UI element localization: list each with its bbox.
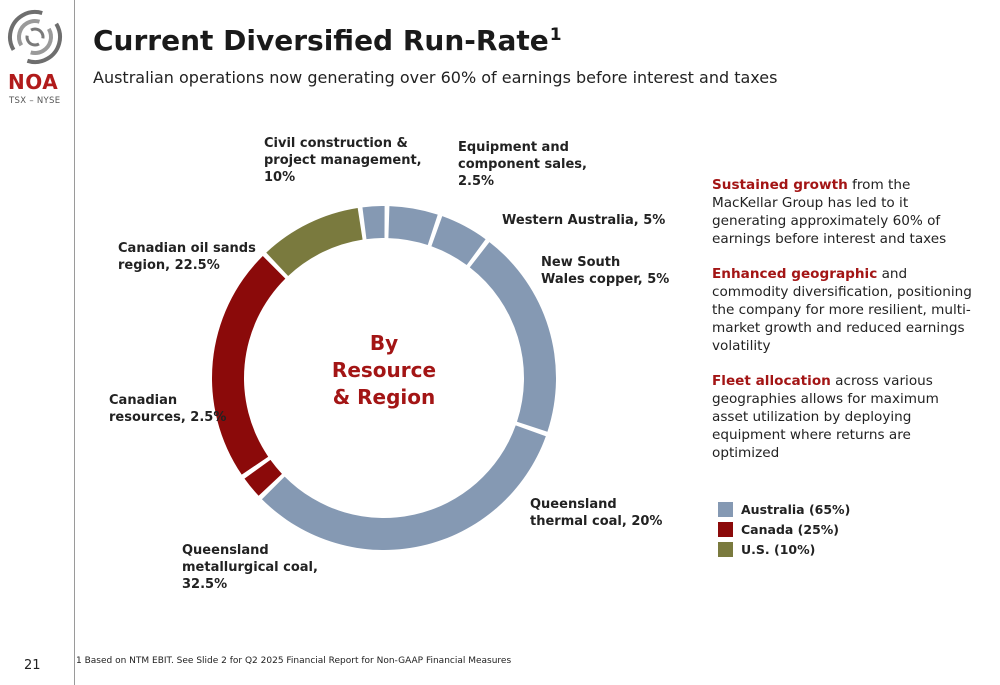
key-point-text: from the MacKellar Group has led to it g… <box>712 177 947 247</box>
center-label-line: By <box>370 331 398 355</box>
page-number: 21 <box>24 658 41 673</box>
slice-labels: Equipment and component sales, 2.5% Western… <box>109 136 669 592</box>
slice-label: New South Wales copper, 5% <box>541 255 669 287</box>
legend-label: U.S. (10%) <box>741 541 816 557</box>
donut-slice <box>469 242 556 432</box>
sidebar: NOA TSX – NYSE 21 <box>0 0 75 685</box>
noa-logo-icon <box>7 9 62 64</box>
key-point-lead: Sustained growth <box>712 177 848 193</box>
key-point: Sustained growth from the MacKellar Grou… <box>712 176 977 248</box>
slice-label: Equipment and component sales, 2.5% <box>458 140 587 189</box>
slice-label: Queensland thermal coal, 20% <box>530 497 662 529</box>
page-title-text: Current Diversified Run-Rate <box>93 24 549 57</box>
slice-label: Civil construction & project management, 1… <box>264 136 422 185</box>
donut-slice <box>362 206 385 240</box>
sidebar-divider <box>74 0 75 685</box>
legend-swatch <box>718 541 733 557</box>
donut-slice <box>261 425 546 550</box>
ticker-label: TSX – NYSE <box>9 96 61 106</box>
donut-center-label: By Resource & Region <box>332 331 436 409</box>
donut-slice <box>431 216 486 266</box>
legend-swatch <box>718 501 733 517</box>
logo-text: NOA <box>8 70 59 94</box>
center-label-line: & Region <box>333 385 436 409</box>
slice-label: Canadian oil sands region, 22.5% <box>118 241 256 273</box>
legend-label: Australia (65%) <box>741 501 851 517</box>
donut-slice <box>212 255 286 475</box>
key-point-lead: Fleet allocation <box>712 373 831 389</box>
donut-slices <box>212 206 556 550</box>
footnote: 1 Based on NTM EBIT. See Slide 2 for Q2 … <box>76 656 512 666</box>
donut-slice <box>388 206 438 246</box>
donut-slice <box>244 459 282 496</box>
center-label-line: Resource <box>332 358 436 382</box>
legend-item-us: U.S. (10%) <box>718 539 850 559</box>
slice-label: Canadian resources, 2.5% <box>109 393 226 425</box>
key-points: Sustained growth from the MacKellar Grou… <box>712 176 977 479</box>
title-footnote-mark: 1 <box>549 25 562 45</box>
key-point-text: across various geographies allows for ma… <box>712 373 939 461</box>
key-point-text: and commodity diversification, positioni… <box>712 266 972 354</box>
slice-label: Western Australia, 5% <box>502 213 665 228</box>
page-subtitle: Australian operations now generating ove… <box>93 68 778 87</box>
slice-label: Queensland metallurgical coal, 32.5% <box>182 543 318 592</box>
key-point: Enhanced geographic and commodity divers… <box>712 265 977 355</box>
chart-legend: Australia (65%) Canada (25%) U.S. (10%) <box>718 499 850 559</box>
key-point-lead: Enhanced geographic <box>712 266 878 282</box>
legend-item-australia: Australia (65%) <box>718 499 850 519</box>
legend-swatch <box>718 521 733 537</box>
legend-label: Canada (25%) <box>741 521 840 537</box>
legend-item-canada: Canada (25%) <box>718 519 850 539</box>
donut-slice <box>266 208 363 276</box>
page-title: Current Diversified Run-Rate1 <box>93 24 562 57</box>
key-point: Fleet allocation across various geograph… <box>712 372 977 462</box>
